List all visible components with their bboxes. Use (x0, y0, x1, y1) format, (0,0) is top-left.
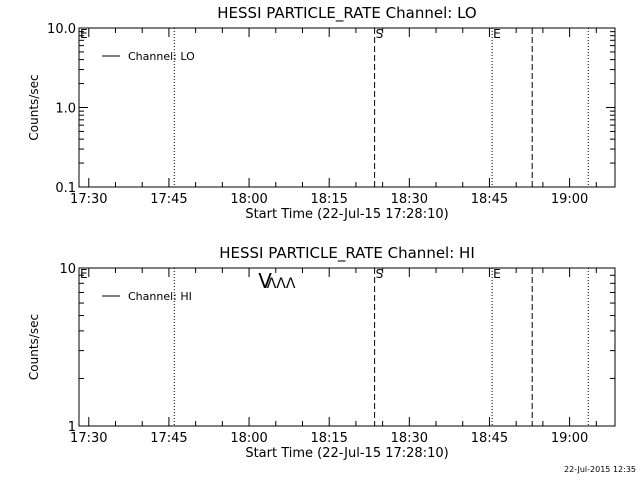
x-tick-label: 17:45 (150, 431, 187, 446)
x-tick-label: 18:30 (391, 192, 428, 207)
y-tick-label: 10.0 (47, 22, 76, 37)
marker-label: S (376, 27, 384, 41)
x-tick-label: 18:15 (310, 192, 347, 207)
x-axis-title: Start Time (22-Jul-15 17:28:10) (245, 207, 448, 222)
footer-timestamp: 22-Jul-2015 12:35 (563, 465, 636, 474)
chart-annotation: V (258, 269, 272, 293)
marker-label: E (493, 267, 501, 281)
y-tick-label: 1.0 (55, 102, 76, 117)
marker-label: E (80, 267, 88, 281)
plot-frame (78, 267, 616, 427)
y-tick-label: 10 (59, 262, 76, 277)
marker-label: S (376, 267, 384, 281)
x-tick-label: 17:30 (70, 431, 107, 446)
marker-label: E (493, 27, 501, 41)
y-tick-label: 0.1 (55, 181, 76, 196)
chart-title: HESSI PARTICLE_RATE Channel: LO (217, 4, 476, 23)
y-tick-label: 1 (68, 420, 76, 435)
x-tick-label: 17:30 (70, 192, 107, 207)
x-tick-label: 18:45 (471, 192, 508, 207)
panel-1: HESSI PARTICLE_RATE Channel: LO 17:30 17:4… (27, 4, 616, 222)
x-tick-label: 18:00 (230, 431, 267, 446)
panel-2: HESSI PARTICLE_RATE Channel: HI 17:30 17:4… (27, 244, 616, 461)
x-tick-label: 18:45 (471, 431, 508, 446)
x-tick-label: 19:00 (551, 431, 588, 446)
marker-label: E (80, 27, 88, 41)
y-axis-title: Counts/sec (27, 74, 41, 140)
x-tick-label: 18:15 (310, 431, 347, 446)
x-tick-label: 18:00 (230, 192, 267, 207)
chart-annotation: ΛΛΛ (267, 276, 296, 292)
x-tick-label: 19:00 (551, 192, 588, 207)
y-axis-title: Counts/sec (27, 314, 41, 380)
x-tick-label: 18:30 (391, 431, 428, 446)
chart-title: HESSI PARTICLE_RATE Channel: HI (219, 244, 475, 263)
x-axis-title: Start Time (22-Jul-15 17:28:10) (245, 446, 448, 461)
x-tick-label: 17:45 (150, 192, 187, 207)
legend-label: Channel: LO (128, 50, 195, 63)
legend-label: Channel: HI (128, 290, 192, 303)
